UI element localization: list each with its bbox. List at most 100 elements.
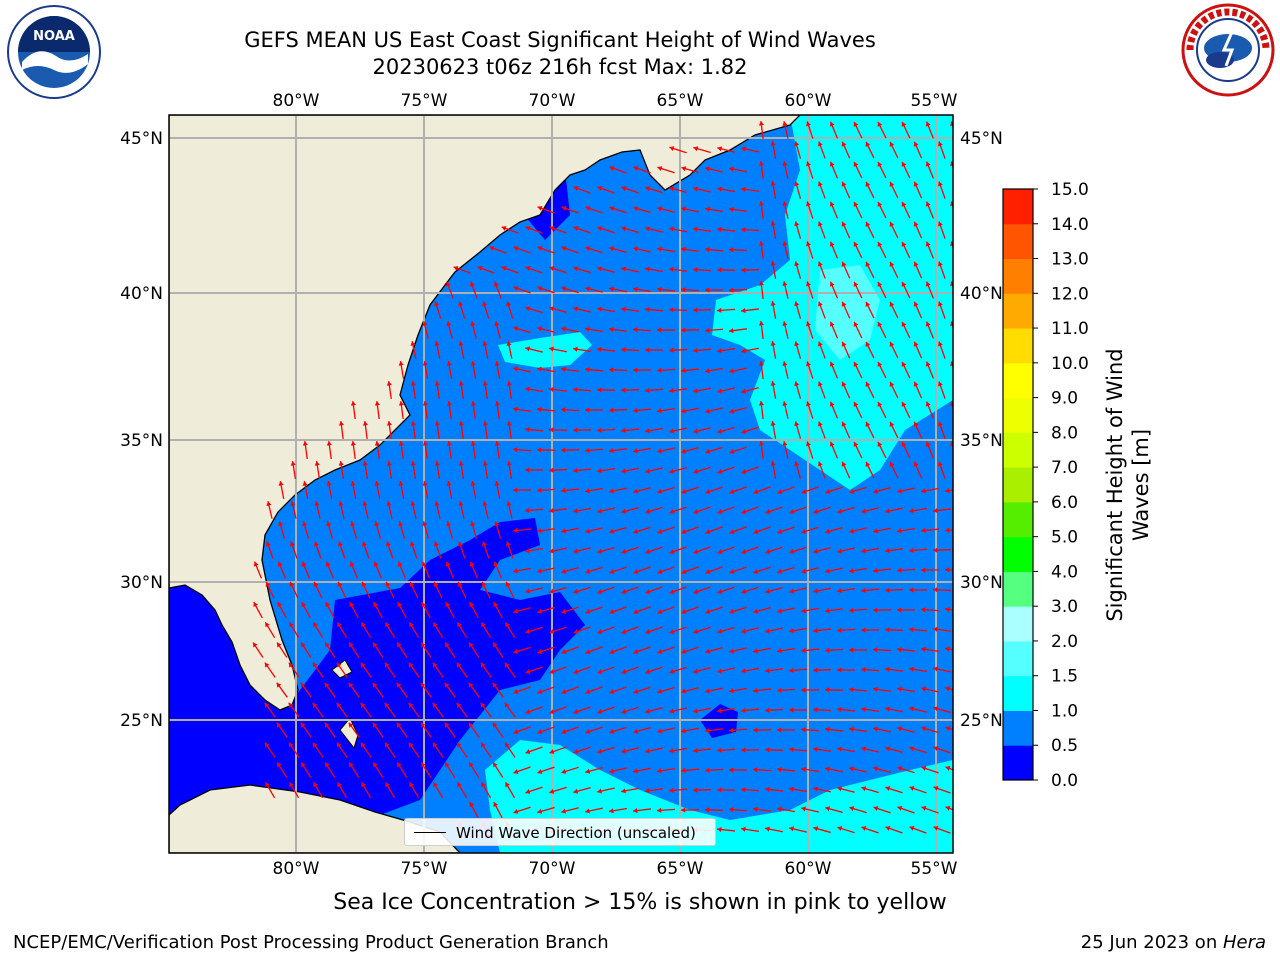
wave-direction-arrowhead	[909, 786, 915, 791]
wave-direction-arrowhead	[432, 742, 438, 748]
wave-direction-arrowhead	[765, 628, 770, 634]
wave-direction-arrowhead	[337, 782, 342, 788]
wave-direction-arrowhead	[925, 401, 931, 407]
wave-direction-arrowhead	[889, 341, 895, 347]
wave-direction-arrowhead	[561, 407, 566, 413]
wave-direction-arrowhead	[525, 507, 530, 513]
wave-direction-arrowhead	[741, 668, 746, 674]
wave-direction-arrowhead	[313, 581, 319, 587]
wave-direction-arrowhead	[741, 307, 746, 314]
wave-direction-arrowhead	[801, 727, 806, 733]
wave-direction-arrowhead	[480, 702, 486, 708]
wave-direction-arrowhead	[933, 547, 938, 553]
wave-direction-arrowhead	[937, 461, 943, 467]
wave-direction-arrowhead	[561, 447, 566, 453]
lon-tick-bottom: 60°W	[785, 859, 832, 879]
colorbar-tick-label: 1.0	[1051, 701, 1078, 721]
wave-direction-arrow	[958, 787, 975, 793]
wave-direction-arrowhead	[693, 748, 698, 754]
wave-direction-arrowhead	[794, 421, 800, 427]
wave-direction-arrowhead	[458, 541, 463, 547]
footer-credit: NCEP/EMC/Verification Post Processing Pr…	[13, 932, 609, 953]
wave-direction-arrowhead	[434, 301, 440, 307]
wave-direction-arrowhead	[741, 707, 746, 714]
wave-direction-arrowhead	[829, 361, 835, 367]
wave-direction-arrowhead	[958, 826, 963, 831]
wave-direction-arrowhead	[829, 321, 835, 327]
lat-tick-left: 25°N	[120, 711, 163, 731]
wave-direction-arrowhead	[782, 121, 788, 126]
wave-direction-arrowhead	[537, 447, 542, 453]
wave-direction-arrowhead	[384, 702, 390, 708]
wave-direction-arrowhead	[361, 622, 366, 628]
wave-direction-arrowhead	[597, 629, 603, 635]
wave-direction-arrowhead	[621, 508, 627, 514]
wave-direction-arrowhead	[253, 642, 258, 648]
wave-direction-arrowhead	[633, 569, 639, 574]
wave-direction-arrowhead	[729, 408, 735, 414]
wave-direction-arrowhead	[326, 441, 332, 446]
wave-direction-arrowhead	[913, 221, 919, 227]
wave-direction-arrowhead	[897, 607, 902, 613]
wave-direction-arrowhead	[913, 181, 919, 187]
wave-direction-arrowhead	[482, 341, 488, 346]
wave-direction-arrowhead	[456, 662, 462, 668]
colorbar-segment	[1003, 223, 1033, 260]
wave-direction-arrowhead	[705, 648, 711, 654]
wave-direction-arrowhead	[794, 261, 800, 267]
lon-tick-top: 80°W	[273, 91, 320, 111]
wave-direction-arrowhead	[913, 341, 919, 347]
wave-direction-arrowhead	[669, 589, 675, 595]
wave-direction-arrowhead	[913, 381, 919, 387]
wave-direction-arrowhead	[549, 306, 555, 312]
wave-direction-arrowhead	[422, 441, 428, 446]
wave-direction-arrowhead	[801, 766, 806, 772]
wave-direction-arrowhead	[901, 121, 907, 127]
wave-direction-arrowhead	[806, 401, 811, 407]
wave-direction-arrowhead	[633, 407, 638, 414]
wave-direction-arrowhead	[537, 205, 543, 211]
wave-direction-arrowhead	[693, 267, 698, 273]
wave-direction-arrowhead	[549, 346, 554, 352]
wave-direction-arrowhead	[561, 729, 567, 734]
wave-direction-arrowhead	[889, 421, 895, 427]
wave-direction-arrowhead	[753, 806, 758, 812]
wave-direction-arrowhead	[801, 647, 806, 654]
wave-direction-arrow	[957, 628, 975, 631]
wave-direction-arrowhead	[433, 622, 438, 628]
wave-direction-arrowhead	[525, 548, 530, 554]
wave-direction-arrowhead	[782, 201, 788, 206]
wave-direction-arrowhead	[313, 622, 318, 628]
wave-direction-arrowhead	[362, 501, 368, 507]
wave-direction-arrowhead	[278, 481, 284, 486]
wave-direction-arrowhead	[957, 666, 962, 671]
wave-direction-arrowhead	[729, 727, 734, 733]
wave-direction-arrowhead	[549, 548, 554, 554]
wave-direction-arrowhead	[789, 786, 794, 792]
wind-wave-direction-arrows	[252, 120, 975, 839]
wave-direction-arrowhead	[753, 767, 758, 773]
wave-direction-arrowhead	[758, 281, 764, 286]
wave-direction-arrowhead	[801, 568, 807, 574]
wave-direction-arrowhead	[849, 687, 854, 693]
wave-direction-arrowhead	[432, 702, 438, 708]
wave-direction-arrowhead	[384, 742, 390, 748]
wave-direction-arrowhead	[865, 221, 871, 227]
wave-direction-arrowhead	[933, 626, 938, 632]
wave-direction-arrowhead	[445, 602, 451, 608]
wave-direction-arrowhead	[372, 682, 378, 688]
colorbar-tick-label: 15.0	[1051, 180, 1089, 200]
wave-direction-arrowhead	[705, 767, 710, 773]
wave-direction-arrowhead	[561, 608, 567, 614]
wave-direction-arrowhead	[841, 261, 847, 267]
wave-direction-arrowhead	[925, 361, 931, 367]
colorbar-segment	[1003, 362, 1033, 399]
wave-direction-arrowhead	[325, 602, 331, 608]
wave-direction-arrowhead	[829, 121, 835, 127]
wave-direction-arrowhead	[537, 326, 543, 332]
wave-direction-arrowhead	[729, 449, 735, 454]
wave-direction-arrowhead	[398, 441, 404, 446]
wave-direction-arrowhead	[865, 301, 871, 307]
wave-direction-arrowhead	[301, 602, 307, 608]
wave-direction-arrowhead	[758, 161, 764, 166]
